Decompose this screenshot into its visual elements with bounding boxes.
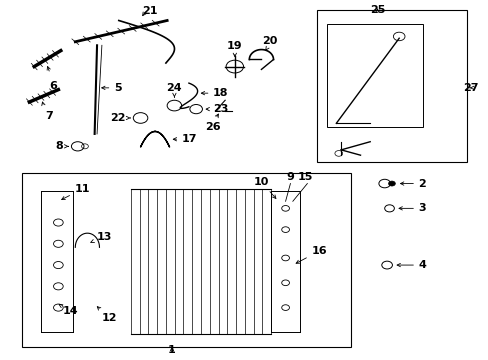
Text: 9: 9 <box>286 172 294 182</box>
Text: 8: 8 <box>55 141 63 151</box>
Text: 26: 26 <box>205 122 221 131</box>
Bar <box>316 10 466 162</box>
Text: 21: 21 <box>142 6 158 16</box>
Bar <box>326 24 423 127</box>
Text: 24: 24 <box>166 83 182 93</box>
Text: 18: 18 <box>213 88 228 98</box>
Text: 1: 1 <box>168 346 176 355</box>
Bar <box>22 173 350 347</box>
Text: 4: 4 <box>418 260 426 270</box>
Text: 10: 10 <box>253 177 275 198</box>
Text: 2: 2 <box>418 179 426 189</box>
Text: 7: 7 <box>45 111 53 121</box>
Text: 15: 15 <box>297 172 312 182</box>
Text: 16: 16 <box>296 246 326 263</box>
Text: 12: 12 <box>97 307 117 323</box>
Text: 17: 17 <box>181 134 197 144</box>
Text: 25: 25 <box>369 5 385 14</box>
Text: 13: 13 <box>91 232 112 243</box>
Text: 20: 20 <box>262 36 277 46</box>
Text: 19: 19 <box>226 41 242 51</box>
Text: 14: 14 <box>59 305 78 316</box>
Text: 22: 22 <box>110 113 126 123</box>
Text: 11: 11 <box>61 184 90 199</box>
Circle shape <box>388 181 394 186</box>
Text: 5: 5 <box>114 83 122 93</box>
Text: 23: 23 <box>213 104 228 114</box>
Text: 27: 27 <box>463 83 478 93</box>
Text: 3: 3 <box>418 203 426 213</box>
Text: 6: 6 <box>49 81 58 91</box>
